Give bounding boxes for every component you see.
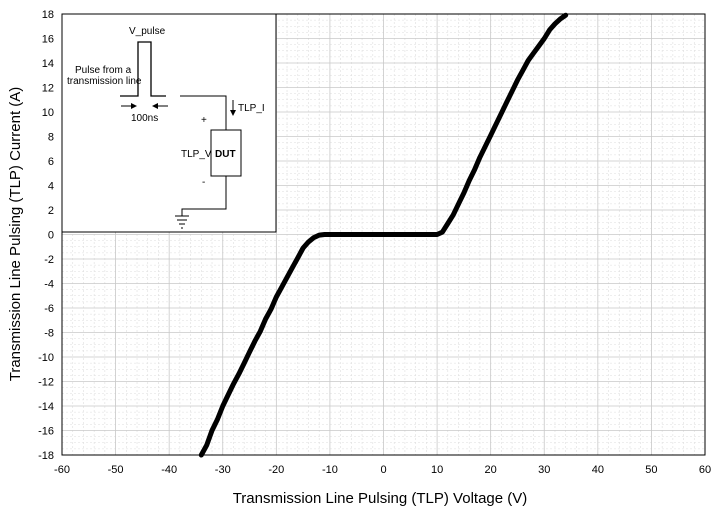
x-tick-label: -30 xyxy=(215,464,231,476)
y-tick-label: 18 xyxy=(42,9,54,21)
dut-box xyxy=(210,129,242,177)
y-tick-label: 2 xyxy=(48,205,54,217)
ground-icon xyxy=(175,215,189,229)
y-tick-label: -10 xyxy=(38,352,54,364)
current-arrowhead-icon xyxy=(230,110,236,116)
x-tick-label: 30 xyxy=(538,464,550,476)
x-tick-label: -50 xyxy=(108,464,124,476)
pulse-waveform xyxy=(120,41,166,97)
y-tick-labels: -18 -16 -14 -12 -10 -8 -6 -4 -2 0 2 4 6 8 10 12 14 16 18 xyxy=(38,9,54,462)
x-tick-label: 0 xyxy=(380,464,386,476)
top-wire xyxy=(180,95,227,130)
voltage-label: TLP_V xyxy=(181,149,212,160)
y-tick-label: -2 xyxy=(44,254,54,266)
x-tick-label: 10 xyxy=(431,464,443,476)
y-tick-label: -6 xyxy=(44,303,54,315)
y-tick-label: 16 xyxy=(42,34,54,46)
x-tick-labels: -60 -50 -40 -30 -20 -10 0 10 20 30 40 50 60 xyxy=(54,464,711,476)
dut-label: DUT xyxy=(215,149,236,160)
x-tick-label: -40 xyxy=(161,464,177,476)
y-tick-label: 0 xyxy=(48,230,54,242)
source-label-line2: transmission line xyxy=(67,76,142,87)
x-tick-label: -10 xyxy=(322,464,338,476)
current-label: TLP_I xyxy=(238,103,265,114)
y-tick-label: -8 xyxy=(44,328,54,340)
minus-label: - xyxy=(202,177,205,188)
v-pulse-label: V_pulse xyxy=(129,26,166,37)
y-tick-label: 12 xyxy=(42,83,54,95)
y-tick-label: -14 xyxy=(38,401,54,413)
plot-frame xyxy=(61,13,706,456)
y-tick-label: -4 xyxy=(44,279,54,291)
y-tick-label: 4 xyxy=(48,181,54,193)
source-label-line1: Pulse from a xyxy=(75,65,132,76)
series-line xyxy=(198,12,569,458)
tlp-schematic-inset: V_pulse Pulse from a transmission line 1… xyxy=(61,13,277,233)
y-tick-label: 6 xyxy=(48,156,54,168)
inset-frame xyxy=(61,13,277,233)
x-tick-label: 60 xyxy=(699,464,711,476)
x-tick-label: 50 xyxy=(645,464,657,476)
y-tick-label: 10 xyxy=(42,107,54,119)
y-tick-label: -18 xyxy=(38,450,54,462)
pulse-width-arrows xyxy=(121,103,168,109)
bottom-wire xyxy=(181,176,227,216)
y-axis-title: Transmission Line Pulsing (TLP) Current … xyxy=(7,87,24,382)
y-tick-label: 8 xyxy=(48,132,54,144)
x-tick-label: 20 xyxy=(485,464,497,476)
pulse-width-label: 100ns xyxy=(131,113,158,124)
x-tick-label: -60 xyxy=(54,464,70,476)
x-tick-label: 40 xyxy=(592,464,604,476)
x-tick-label: -20 xyxy=(268,464,284,476)
y-tick-label: -12 xyxy=(38,377,54,389)
y-tick-label: 14 xyxy=(42,58,54,70)
x-axis-title: Transmission Line Pulsing (TLP) Voltage … xyxy=(233,490,528,507)
y-tick-label: -16 xyxy=(38,426,54,438)
plus-label: + xyxy=(201,115,207,126)
